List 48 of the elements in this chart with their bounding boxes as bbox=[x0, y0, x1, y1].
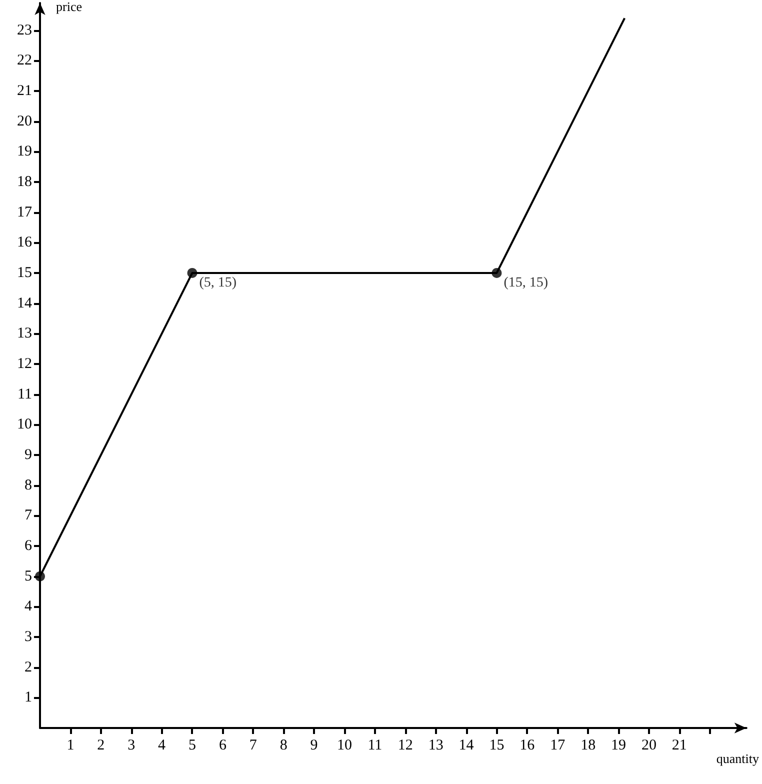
x-tick-label: 17 bbox=[550, 738, 566, 754]
x-tick-label: 18 bbox=[580, 738, 596, 754]
x-tick-label: 19 bbox=[611, 738, 626, 754]
annotation: (15, 15) bbox=[504, 275, 548, 290]
x-axis-title: quantity bbox=[716, 751, 760, 766]
x-tick-label: 21 bbox=[672, 738, 687, 754]
x-tick-label: 16 bbox=[520, 738, 536, 754]
y-tick-label: 14 bbox=[17, 295, 32, 312]
x-tick-label: 2 bbox=[97, 738, 105, 754]
y-tick-label: 8 bbox=[24, 477, 32, 494]
x-tick-label: 13 bbox=[428, 738, 444, 754]
y-tick-label: 19 bbox=[17, 144, 32, 160]
y-tick-label: 16 bbox=[17, 234, 32, 251]
x-tick-label: 11 bbox=[368, 738, 382, 754]
y-tick-label: 5 bbox=[24, 568, 32, 584]
y-tick-label: 23 bbox=[17, 22, 32, 38]
x-tick-label: 7 bbox=[249, 738, 258, 754]
y-tick-label: 12 bbox=[17, 356, 32, 372]
x-tick-label: 9 bbox=[310, 738, 318, 754]
y-tick-label: 15 bbox=[17, 264, 32, 281]
x-tick-label: 20 bbox=[641, 738, 656, 754]
x-tick-label: 6 bbox=[218, 738, 227, 754]
y-tick-label: 11 bbox=[18, 386, 32, 402]
y-tick-label: 9 bbox=[24, 446, 32, 463]
y-tick-label: 17 bbox=[17, 204, 32, 220]
x-tick-label: 4 bbox=[158, 738, 166, 754]
y-tick-label: 4 bbox=[24, 598, 32, 615]
x-tick-label: 10 bbox=[336, 738, 352, 754]
y-tick-label: 21 bbox=[17, 82, 32, 99]
y-tick-label: 18 bbox=[17, 174, 32, 190]
y-tick-label: 10 bbox=[17, 416, 32, 433]
x-tick-label: 3 bbox=[128, 738, 136, 754]
y-axis-title: price bbox=[56, 0, 82, 14]
y-tick-label: 1 bbox=[24, 690, 32, 706]
x-tick-label: 1 bbox=[66, 738, 74, 754]
y-tick-label: 13 bbox=[17, 326, 32, 342]
x-tick-label: 14 bbox=[458, 738, 474, 754]
x-tick-label: 15 bbox=[489, 738, 504, 754]
x-tick-label: 12 bbox=[398, 738, 413, 754]
y-tick-label: 6 bbox=[24, 538, 32, 554]
x-tick-label: 8 bbox=[280, 738, 288, 754]
y-tick-label: 20 bbox=[17, 113, 32, 130]
y-tick-label: 3 bbox=[24, 628, 32, 645]
y-tick-label: 7 bbox=[24, 508, 32, 524]
y-tick-label: 2 bbox=[24, 659, 32, 676]
y-tick-label: 22 bbox=[17, 52, 32, 69]
x-tick-label: 5 bbox=[188, 738, 196, 754]
annotation: (5, 15) bbox=[199, 275, 237, 290]
